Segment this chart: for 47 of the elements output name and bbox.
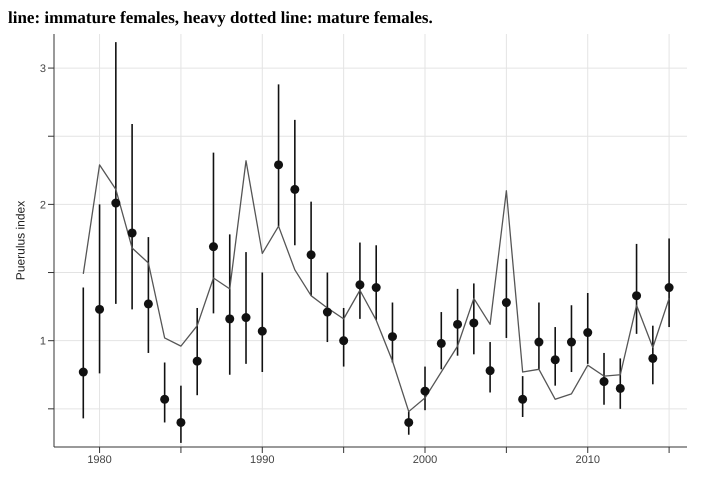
point — [339, 336, 348, 346]
point — [404, 418, 414, 427]
point — [322, 308, 332, 317]
chart-title: line: immature females, heavy dotted line: mature females. — [8, 8, 434, 28]
point — [306, 250, 316, 260]
point — [208, 242, 218, 252]
point — [111, 198, 120, 208]
point — [566, 338, 576, 347]
point — [534, 338, 544, 347]
point — [258, 326, 267, 336]
point — [225, 314, 234, 324]
point — [290, 184, 300, 194]
point — [583, 328, 592, 338]
point — [95, 304, 104, 314]
x-tick-label: 1990 — [250, 454, 275, 466]
x-tick-label: 2000 — [412, 454, 438, 466]
point — [648, 354, 658, 363]
point — [160, 394, 170, 404]
point — [664, 283, 674, 292]
point — [436, 338, 446, 348]
point — [355, 280, 364, 290]
point — [453, 320, 462, 329]
point — [176, 418, 186, 427]
x-tick-label: 1980 — [87, 454, 112, 466]
point — [550, 355, 560, 364]
point — [78, 368, 88, 377]
point — [518, 394, 528, 404]
point — [274, 160, 284, 170]
point — [599, 377, 609, 386]
point — [469, 318, 478, 328]
point — [144, 299, 153, 308]
point — [128, 228, 137, 238]
point — [242, 313, 251, 322]
point — [192, 356, 202, 366]
line-series — [82, 160, 670, 412]
point — [420, 386, 430, 396]
point — [388, 332, 397, 342]
point — [616, 384, 625, 393]
y-tick-label: 3 — [40, 62, 46, 75]
x-tick-label: 2010 — [575, 454, 600, 466]
y-axis-title: Puerulus index — [13, 200, 28, 280]
y-tick-label: 2 — [40, 199, 46, 212]
point — [502, 298, 511, 308]
point — [486, 366, 495, 376]
point — [372, 283, 381, 292]
y-tick-label: 1 — [40, 336, 46, 348]
point — [632, 291, 642, 300]
